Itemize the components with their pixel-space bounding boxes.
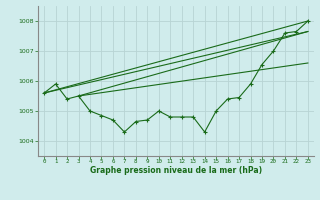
X-axis label: Graphe pression niveau de la mer (hPa): Graphe pression niveau de la mer (hPa) xyxy=(90,166,262,175)
